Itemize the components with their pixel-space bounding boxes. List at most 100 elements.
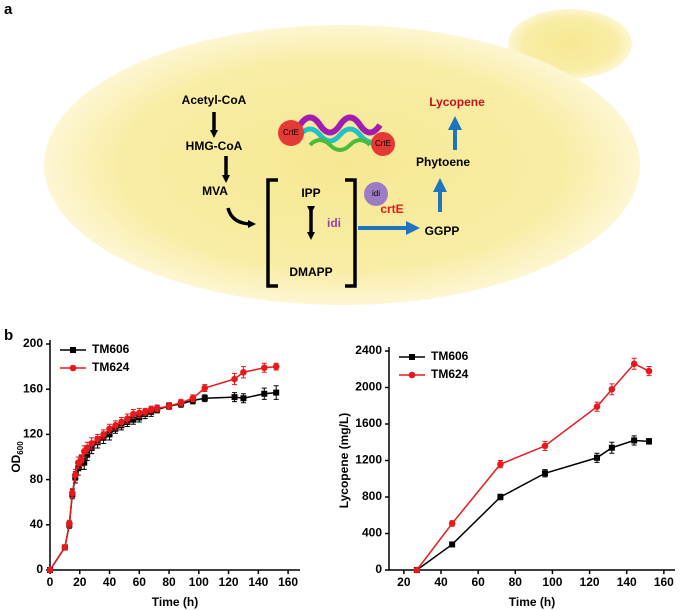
y-tick-label: 40 [30, 517, 44, 531]
x-tick-label: 80 [162, 575, 176, 589]
metabolite: MVA [202, 184, 228, 198]
y-tick-label: 1600 [355, 416, 382, 430]
marker [201, 384, 209, 392]
marker [261, 390, 268, 397]
marker [69, 489, 76, 497]
marker [645, 367, 653, 375]
marker [177, 399, 185, 407]
marker [497, 460, 504, 468]
marker [165, 402, 173, 410]
metabolite: Acetyl-CoA [182, 93, 247, 107]
legend-label: TM624 [431, 367, 469, 381]
marker [124, 415, 131, 422]
marker [66, 520, 73, 527]
marker [630, 360, 638, 368]
product: Lycopene [429, 95, 485, 109]
marker [231, 394, 238, 401]
marker [631, 437, 638, 444]
marker [240, 395, 247, 402]
legend-marker [408, 371, 416, 379]
marker [240, 368, 247, 376]
marker [106, 425, 113, 433]
legend-marker [70, 347, 76, 353]
panel-label: a [4, 1, 13, 18]
marker [542, 470, 548, 477]
legend-marker [409, 354, 415, 360]
x-tick-label: 40 [434, 575, 448, 589]
metabolite: GGPP [425, 224, 460, 238]
marker [106, 431, 113, 438]
marker [83, 444, 91, 452]
marker [61, 544, 69, 551]
y-tick-label: 1200 [355, 453, 382, 467]
x-tick-label: 120 [580, 575, 600, 589]
y-tick-label: 120 [23, 427, 43, 441]
x-tick-label: 0 [47, 575, 54, 589]
marker [497, 494, 504, 500]
marker [594, 454, 600, 461]
marker [94, 435, 101, 443]
x-tick-label: 140 [248, 575, 268, 589]
cell [44, 25, 640, 305]
x-tick-label: 20 [397, 575, 411, 589]
metabolite: Phytoene [416, 155, 470, 169]
marker [260, 364, 268, 372]
series-line [416, 439, 650, 571]
x-tick-label: 20 [73, 575, 87, 589]
marker [646, 438, 652, 445]
marker [448, 520, 456, 527]
metabolite: DMAPP [289, 265, 332, 279]
marker [593, 403, 601, 410]
marker [88, 440, 95, 447]
marker [100, 431, 107, 438]
x-tick-label: 160 [654, 575, 674, 589]
protein: CrtE CrtE idi [278, 114, 395, 206]
y-axis-label-subscript: 600 [16, 441, 25, 455]
x-tick-label: 100 [189, 575, 209, 589]
y-tick-label: 2400 [355, 343, 382, 357]
marker [46, 566, 54, 574]
marker [130, 410, 137, 418]
panel-label: b [4, 327, 13, 344]
enzyme: idi [327, 216, 341, 230]
y-tick-label: 160 [23, 381, 43, 395]
y-tick-label: 400 [362, 526, 382, 540]
y-tick-label: 800 [362, 489, 382, 503]
x-tick-label: 60 [471, 575, 485, 589]
y-tick-label: 80 [30, 472, 44, 486]
marker [147, 406, 155, 413]
diagram: CrtE CrtE idi Acetyl-CoA HMG-CoA MVA IPP… [44, 9, 640, 305]
marker [608, 444, 615, 451]
marker [449, 541, 456, 548]
legend-marker [69, 364, 77, 372]
legend-label: TM624 [92, 360, 130, 374]
marker [71, 471, 79, 479]
x-tick-label: 80 [509, 575, 523, 589]
marker [541, 442, 549, 450]
marker [273, 389, 280, 396]
marker [130, 416, 137, 423]
x-tick-label: 100 [542, 575, 562, 589]
x-tick-label: 160 [278, 575, 298, 589]
legend-label: TM606 [92, 342, 130, 356]
y-axis-label: Lycopene (mg/L) [337, 413, 351, 509]
y-axis-label: OD600 [9, 441, 25, 473]
y-tick-label: 200 [23, 336, 43, 350]
marker [81, 459, 88, 466]
protein-label: CrtE [283, 128, 299, 137]
marker [141, 408, 149, 416]
marker [84, 451, 91, 458]
marker [201, 395, 208, 402]
x-tick-label: 40 [103, 575, 117, 589]
legend-label: TM606 [431, 349, 469, 363]
marker [77, 457, 85, 464]
x-axis-label: Time (h) [509, 595, 555, 609]
x-tick-label: 120 [219, 575, 239, 589]
x-tick-label: 60 [133, 575, 147, 589]
marker [112, 422, 119, 429]
enzyme: crtE [380, 202, 403, 216]
y-tick-label: 0 [36, 562, 43, 576]
marker [189, 394, 197, 402]
series-line [49, 391, 277, 571]
